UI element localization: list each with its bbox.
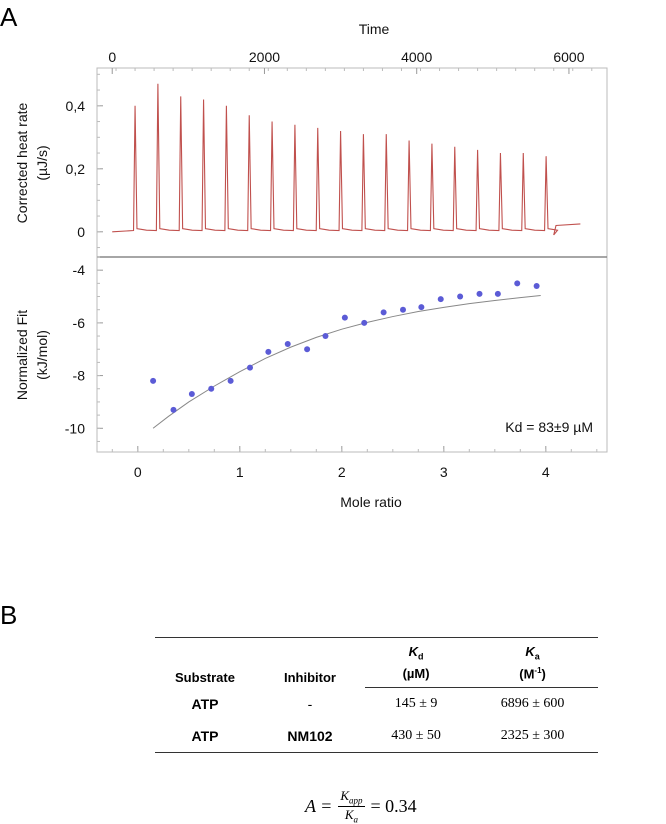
bottom-y-tick-label: -8 <box>73 368 86 384</box>
ratio-equation: A = Kapp Ka = 0.34 <box>305 788 417 824</box>
equation-fraction: Kapp Ka <box>338 788 365 824</box>
data-point <box>476 290 483 297</box>
bottom-x-tick-label: 0 <box>134 464 142 480</box>
data-point <box>380 309 387 316</box>
normalized-fit-panel: Mole ratio Normalized Fit (kJ/mol) 0 1 2 3 4… <box>14 256 608 510</box>
top-y-axis-title: Corrected heat rate <box>14 102 30 223</box>
header-ka-unit: (M-1) <box>467 663 598 688</box>
data-point <box>533 282 540 289</box>
data-point <box>208 385 215 392</box>
data-point <box>265 348 272 355</box>
bottom-x-axis-title: Mole ratio <box>340 494 402 510</box>
raw-heat-panel: Time Corrected heat rate (µJ/s) 0 2000 400… <box>14 21 608 258</box>
bottom-y-axis-title: Normalized Fit <box>14 310 30 400</box>
bottom-x-tick-label: 1 <box>236 464 244 480</box>
top-x-tick-label: 6000 <box>553 49 584 65</box>
data-point <box>322 333 329 340</box>
fit-curve <box>152 294 541 429</box>
bottom-x-tick-label: 4 <box>542 464 550 480</box>
data-point <box>418 304 425 311</box>
cell-kd: 430 ± 50 <box>365 719 468 753</box>
top-x-axis-title: Time <box>359 21 390 37</box>
top-y-tick-label: 0 <box>77 224 85 240</box>
header-ka: Ka <box>467 636 598 664</box>
table-row: ATP NM102 430 ± 50 2325 ± 300 <box>155 719 598 753</box>
header-inhibitor: Inhibitor <box>255 637 365 688</box>
data-point <box>150 377 157 384</box>
data-point <box>170 406 177 413</box>
bottom-y-axis-unit: (kJ/mol) <box>34 330 50 380</box>
top-x-tick-label: 0 <box>108 49 116 65</box>
data-point <box>361 319 368 326</box>
data-point <box>341 314 348 321</box>
data-point <box>304 346 311 353</box>
itc-figure: A Time Corrected heat rate (µJ/s) 0 2000 4… <box>0 2 608 510</box>
data-point <box>457 293 464 300</box>
top-plot-frame <box>96 67 608 258</box>
bottom-y-tick-label: -6 <box>73 315 86 331</box>
cell-inhibitor: - <box>307 695 313 712</box>
cell-substrate: ATP <box>191 695 219 712</box>
kinetics-table: Substrate Inhibitor Kd Ka (µM) (M-1) ATP… <box>155 636 598 753</box>
data-point <box>188 391 195 398</box>
table-row: ATP - 145 ± 9 6896 ± 600 <box>155 687 598 720</box>
panel-b-label: B <box>0 600 18 630</box>
bottom-y-tick-label: -4 <box>73 262 86 278</box>
kd-annotation: Kd = 83±9 µM <box>505 419 593 435</box>
top-y-axis-unit: (µJ/s) <box>34 145 50 180</box>
panel-a-label: A <box>0 2 18 32</box>
data-point <box>400 306 406 313</box>
bottom-y-tick-label: -10 <box>65 420 85 436</box>
header-kd: Kd <box>365 636 468 664</box>
cell-kd: 145 ± 9 <box>394 695 438 711</box>
header-kd-unit: (µM) <box>365 663 468 688</box>
top-x-tick-label: 2000 <box>249 49 280 65</box>
data-point <box>247 364 253 371</box>
top-y-tick-label: 0,4 <box>66 98 86 114</box>
data-point <box>437 296 444 303</box>
cell-substrate: ATP <box>155 719 255 753</box>
equation-rhs: = 0.34 <box>370 795 417 816</box>
cell-ka: 2325 ± 300 <box>467 719 598 753</box>
header-substrate: Substrate <box>155 637 255 688</box>
top-x-tick-label: 4000 <box>401 49 432 65</box>
data-point <box>227 377 234 384</box>
cell-inhibitor: NM102 <box>255 719 365 753</box>
top-y-tick-label: 0,2 <box>66 161 86 177</box>
data-point <box>514 280 521 287</box>
bottom-x-tick-label: 3 <box>440 464 448 480</box>
data-point <box>284 340 291 347</box>
bottom-x-tick-label: 2 <box>338 464 346 480</box>
data-point <box>494 290 501 297</box>
cell-ka: 6896 ± 600 <box>500 695 565 711</box>
heat-rate-trace <box>112 83 581 236</box>
equation-lhs: A = <box>305 795 333 816</box>
